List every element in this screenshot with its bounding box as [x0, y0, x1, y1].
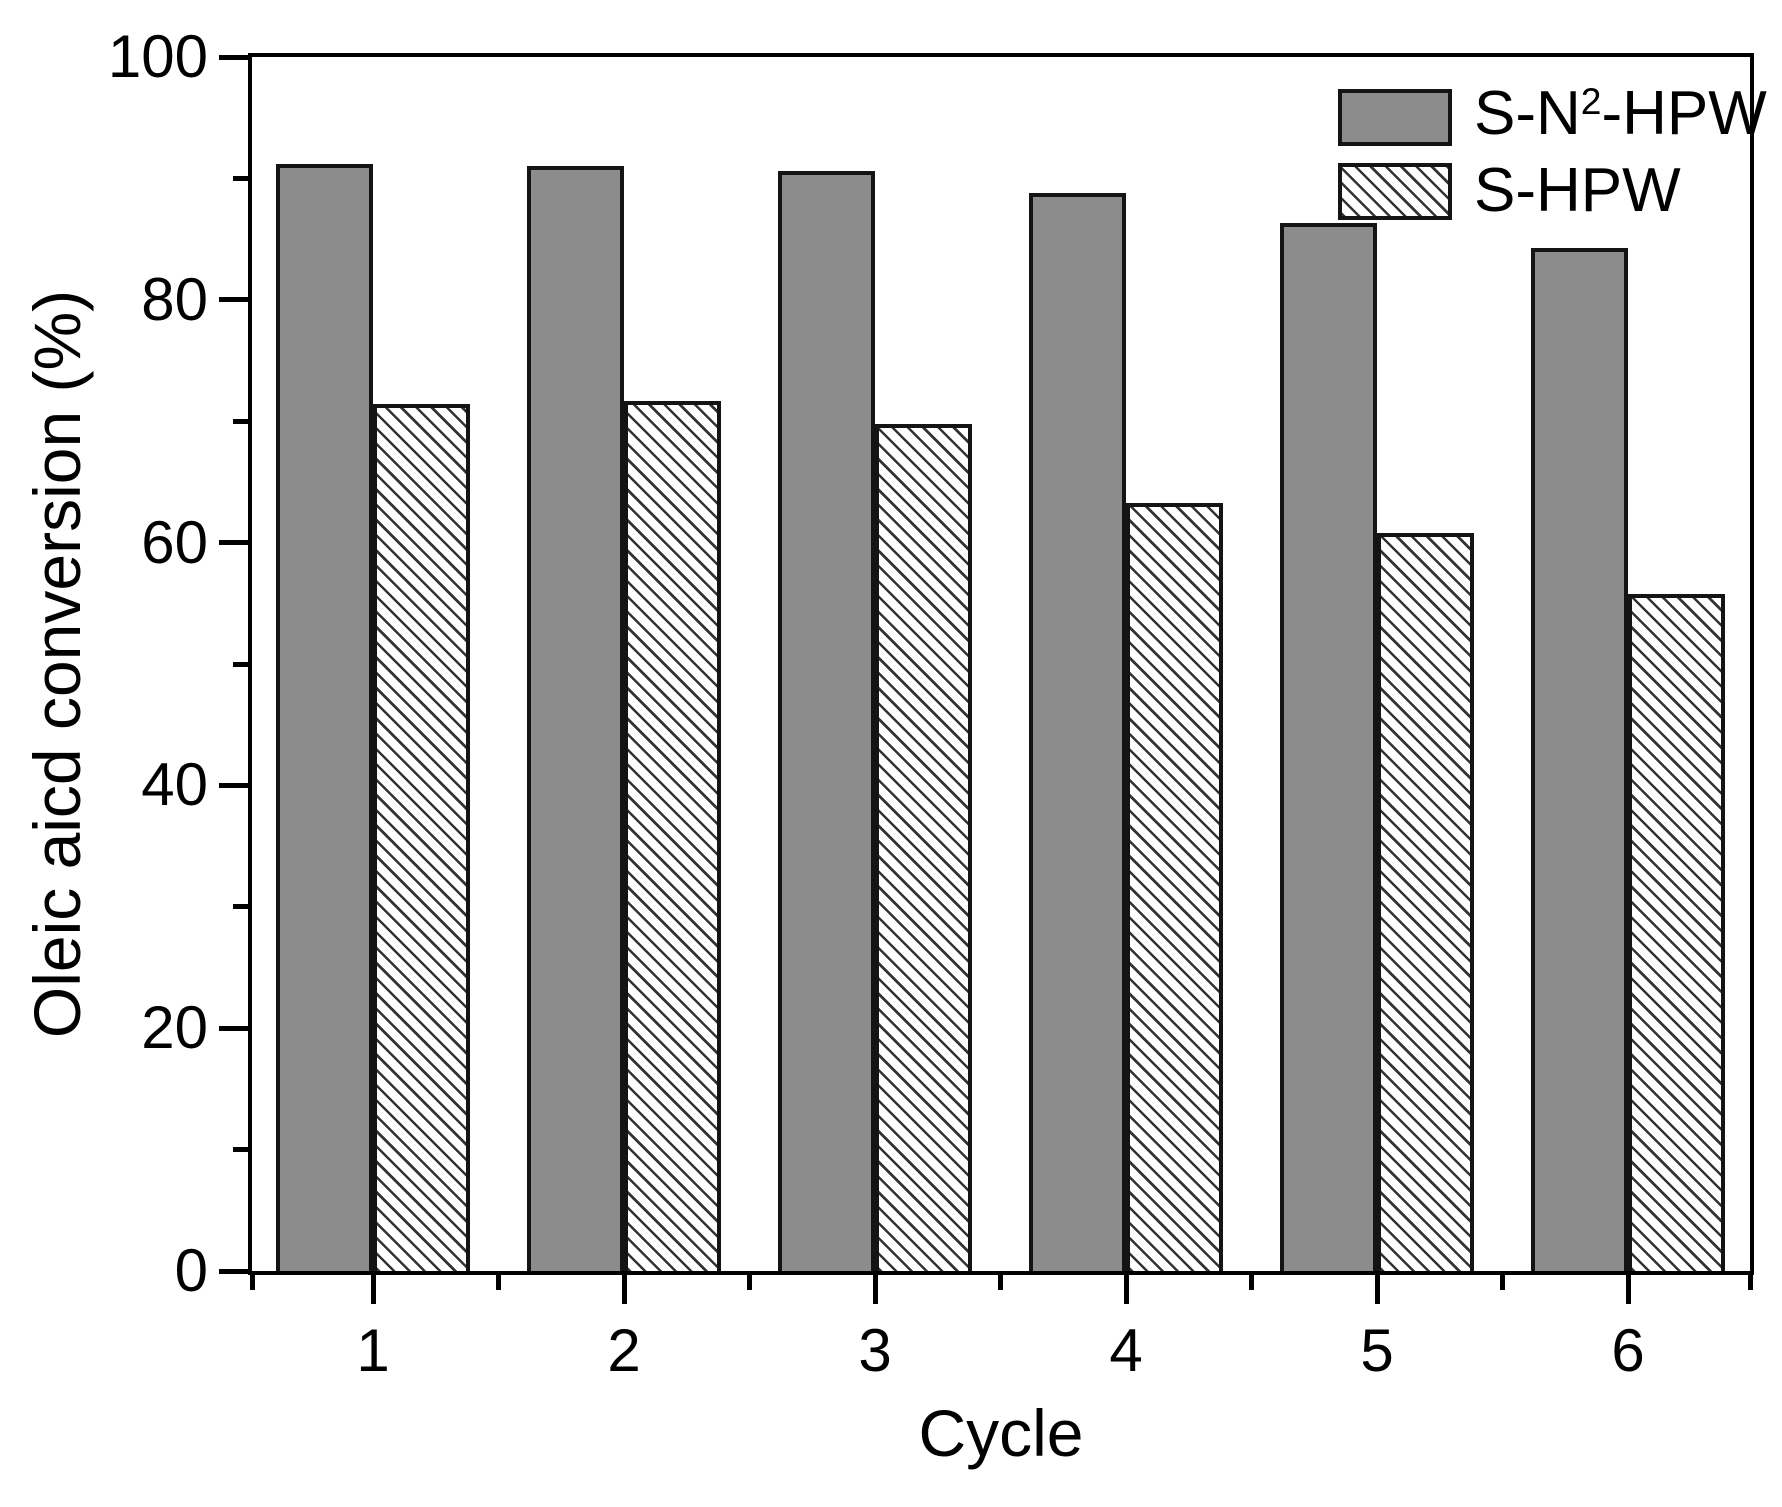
bar-s-hpw-cycle-1: [373, 404, 470, 1271]
bar-s-hpw-cycle-6: [1628, 594, 1725, 1271]
bar-s-n2-hpw-cycle-4: [1029, 193, 1126, 1271]
x-tick-label: 5: [1360, 1317, 1394, 1384]
y-tick-label: 20: [141, 994, 208, 1062]
plot-area: [248, 53, 1754, 1275]
legend-item-s-n2-hpw: S-N2-HPW: [1338, 79, 1767, 152]
legend-swatch-s-hpw: [1338, 162, 1452, 220]
x-major-tick: [872, 1275, 878, 1304]
legend: S-N2-HPW S-HPW: [1338, 79, 1767, 230]
y-tick-label: 100: [107, 23, 208, 90]
x-minor-tick: [1500, 1275, 1505, 1290]
y-minor-tick: [233, 175, 248, 181]
x-minor-tick: [747, 1275, 752, 1290]
bar-s-hpw-cycle-3: [875, 424, 972, 1271]
x-major-tick: [1123, 1275, 1129, 1304]
x-major-tick: [370, 1275, 376, 1304]
bar-s-n2-hpw-cycle-1: [276, 164, 373, 1271]
legend-item-s-hpw: S-HPW: [1338, 160, 1767, 222]
x-tick-label: 2: [607, 1317, 641, 1384]
y-minor-tick: [233, 904, 248, 910]
y-minor-tick: [233, 1147, 248, 1153]
y-major-tick: [219, 297, 248, 303]
y-major-tick: [219, 1268, 248, 1274]
x-axis-title: Cycle: [918, 1396, 1084, 1470]
y-tick-label: 40: [141, 751, 208, 819]
legend-swatch-s-n2-hpw: [1338, 89, 1452, 146]
y-major-tick: [219, 1025, 248, 1031]
y-major-tick: [219, 54, 248, 60]
y-minor-tick: [233, 418, 248, 424]
x-minor-tick: [1249, 1275, 1254, 1290]
legend-label-s-hpw: S-HPW: [1474, 156, 1681, 225]
bar-s-hpw-cycle-5: [1377, 533, 1474, 1271]
x-minor-tick: [496, 1275, 501, 1290]
y-tick-label: 60: [141, 508, 208, 576]
x-tick-label: 4: [1109, 1317, 1143, 1384]
x-major-tick: [1374, 1275, 1380, 1304]
y-tick-label: 80: [141, 265, 208, 333]
bar-s-n2-hpw-cycle-5: [1280, 223, 1377, 1271]
y-axis-title: Oleic aicd conversion (%): [20, 289, 94, 1039]
x-major-tick: [621, 1275, 627, 1304]
x-minor-tick: [998, 1275, 1003, 1290]
x-major-tick: [1625, 1275, 1631, 1304]
y-minor-tick: [233, 661, 248, 667]
bar-s-n2-hpw-cycle-6: [1531, 248, 1628, 1271]
bar-s-n2-hpw-cycle-3: [778, 171, 875, 1271]
x-tick-label: 3: [858, 1317, 892, 1384]
x-tick-label: 1: [356, 1317, 390, 1384]
bar-s-hpw-cycle-4: [1126, 503, 1223, 1271]
x-minor-tick: [249, 1275, 255, 1290]
bar-s-hpw-cycle-2: [624, 401, 721, 1271]
y-tick-label: 0: [174, 1237, 208, 1304]
x-tick-label: 6: [1611, 1317, 1645, 1384]
legend-label-s-n2-hpw: S-N2-HPW: [1474, 79, 1767, 148]
y-major-tick: [219, 782, 248, 788]
x-minor-tick: [1747, 1275, 1753, 1290]
bar-s-n2-hpw-cycle-2: [527, 166, 624, 1271]
y-major-tick: [219, 540, 248, 546]
